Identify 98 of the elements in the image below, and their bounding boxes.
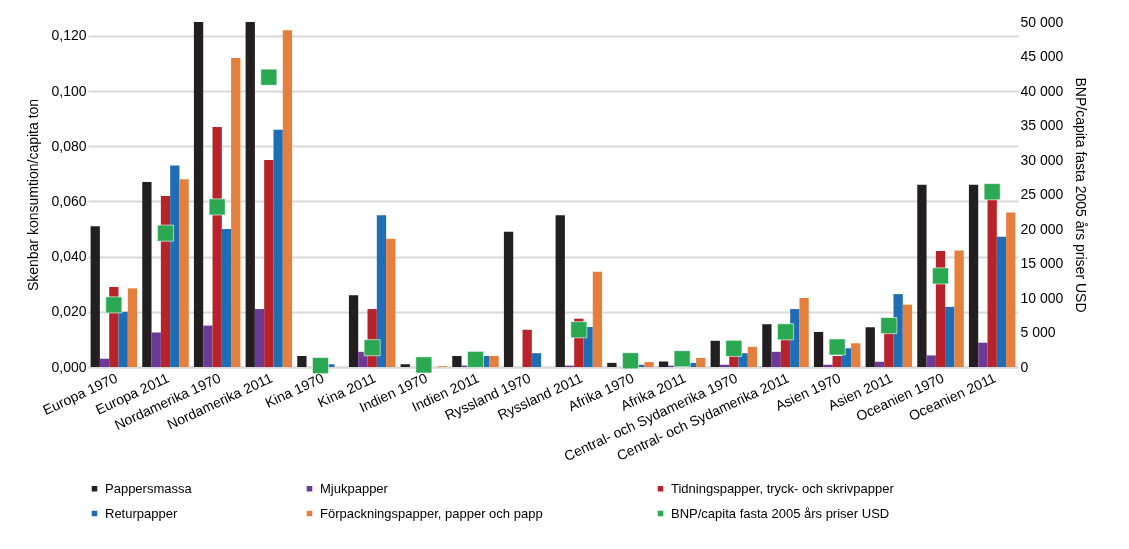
point — [622, 352, 639, 370]
point — [725, 340, 743, 357]
bar — [503, 231, 514, 367]
bar — [874, 361, 885, 367]
bar — [968, 184, 979, 367]
bar — [127, 288, 138, 367]
bar — [348, 295, 359, 367]
legend-label: Pappersmassa — [105, 480, 193, 496]
point — [415, 356, 433, 374]
bar — [1006, 212, 1016, 367]
y-tick-label: 0,120 — [51, 27, 87, 44]
point — [467, 351, 484, 368]
legend-label: Tidningspapper, tryck- och skrivpapper — [671, 480, 895, 496]
y-tick-label: 0,000 — [51, 358, 87, 375]
point — [777, 323, 794, 341]
y2-tick-label: 35 000 — [1020, 117, 1064, 133]
y-tick-label: 0,060 — [51, 192, 87, 209]
bar — [762, 324, 772, 367]
point — [157, 224, 174, 242]
bar — [696, 357, 706, 367]
bar — [555, 215, 565, 367]
y-tick-label: 0,040 — [51, 248, 87, 265]
bar — [996, 236, 1007, 367]
bar — [799, 298, 809, 367]
point — [260, 68, 278, 86]
bar — [926, 355, 936, 367]
bar — [531, 353, 542, 367]
point — [932, 267, 949, 285]
bar — [254, 309, 265, 367]
bar — [865, 327, 875, 367]
bar — [179, 179, 189, 367]
bar — [264, 160, 274, 367]
bar — [978, 342, 988, 367]
point — [828, 338, 846, 356]
point — [208, 198, 226, 216]
bar — [710, 340, 720, 367]
y2-tick-label: 10 000 — [1020, 289, 1064, 306]
bar — [142, 182, 152, 367]
point — [312, 357, 329, 374]
bar — [90, 226, 100, 367]
bar — [386, 238, 396, 367]
bar — [771, 351, 781, 367]
bar — [747, 346, 758, 367]
y2-tick-label: 0 — [1020, 358, 1029, 375]
bar — [592, 271, 603, 367]
point — [880, 317, 898, 334]
point — [105, 296, 123, 314]
bar — [282, 30, 293, 367]
bar — [489, 355, 499, 367]
bar — [170, 165, 180, 367]
y2-tick-label: 50 000 — [1020, 13, 1064, 30]
y2-tick-label: 20 000 — [1020, 220, 1064, 237]
bar — [884, 332, 894, 367]
bar — [522, 329, 532, 367]
bar — [945, 306, 955, 367]
bar — [851, 343, 861, 367]
bar — [193, 22, 204, 367]
y2-tick-label: 5 000 — [1020, 324, 1056, 340]
bar — [118, 311, 128, 367]
bar — [151, 332, 161, 367]
point — [983, 183, 1001, 201]
y2-tick-label: 25 000 — [1020, 186, 1064, 202]
bar — [221, 229, 232, 367]
point — [570, 321, 588, 339]
y-tick-label: 0,020 — [51, 303, 87, 320]
bar — [231, 57, 241, 367]
bar — [273, 129, 283, 367]
legend-label: Returpapper — [105, 505, 178, 521]
y-tick-label: 0,080 — [51, 137, 87, 154]
bar — [644, 362, 654, 367]
bar — [832, 355, 842, 367]
bar — [607, 362, 617, 367]
y2-tick-label: 45 000 — [1020, 48, 1064, 64]
bar — [400, 364, 410, 367]
y2-axis-title: BNP/capita fasta 2005 års priser USD — [1073, 77, 1090, 313]
bar — [203, 325, 213, 367]
point — [673, 350, 691, 368]
bar — [376, 215, 387, 367]
bar — [99, 358, 110, 367]
y-tick-label: 0,100 — [51, 82, 87, 99]
y2-tick-label: 15 000 — [1020, 255, 1064, 271]
y2-tick-label: 40 000 — [1020, 82, 1064, 99]
bar — [813, 331, 824, 367]
bar — [917, 184, 927, 367]
legend-label: BNP/capita fasta 2005 års priser USD — [671, 505, 890, 521]
y2-tick-label: 30 000 — [1020, 151, 1064, 168]
legend-label: Förpackningspapper, papper och papp — [320, 505, 543, 521]
point — [363, 339, 381, 357]
bar — [452, 355, 462, 367]
y-axis-title: Skenbar konsumtion/capita ton — [25, 98, 42, 292]
bar — [297, 355, 307, 367]
bar — [902, 304, 913, 367]
bar — [954, 250, 964, 367]
bar — [823, 364, 833, 367]
bar — [245, 22, 255, 367]
legend-label: Mjukpapper — [320, 480, 389, 496]
bar — [780, 339, 791, 367]
bar — [658, 361, 669, 367]
